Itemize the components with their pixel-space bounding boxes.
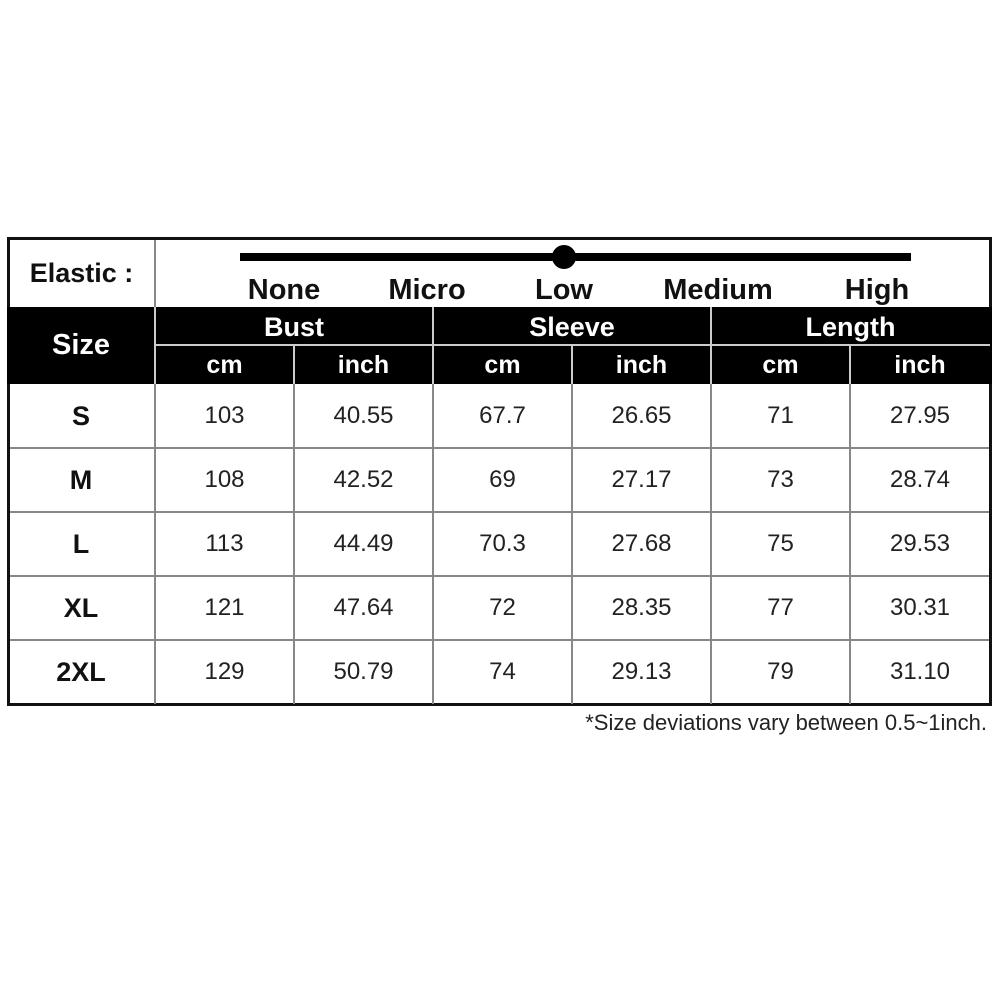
table-cell: 31.10 <box>889 658 951 685</box>
elastic-level-none: None <box>247 273 321 306</box>
table-cell: 69 <box>489 466 516 493</box>
table-cell: 27.17 <box>611 466 672 493</box>
table-cell: 28.35 <box>611 594 672 621</box>
elastic-level-medium: Medium <box>663 273 773 306</box>
table-cell: 108 <box>204 466 245 493</box>
header-size: Size <box>51 329 111 361</box>
divider <box>154 240 156 307</box>
header-length: Length <box>805 311 896 342</box>
divider <box>293 345 295 384</box>
divider <box>849 345 851 384</box>
column-divider <box>710 384 712 704</box>
row-divider <box>10 447 989 449</box>
table-cell: 26.65 <box>611 402 672 429</box>
table-row-size: 2XL <box>56 656 106 687</box>
table-cell: 67.7 <box>479 402 526 429</box>
header-unit: cm <box>484 351 521 379</box>
table-cell: 129 <box>204 658 245 685</box>
table-cell: 75 <box>767 530 794 557</box>
table-cell: 71 <box>767 402 794 429</box>
column-divider <box>293 384 295 704</box>
table-cell: 42.52 <box>333 466 394 493</box>
table-cell: 70.3 <box>479 530 526 557</box>
table-cell: 77 <box>767 594 794 621</box>
table-row-size: XL <box>63 592 99 623</box>
row-divider <box>10 511 989 513</box>
header-sleeve: Sleeve <box>529 311 615 342</box>
table-row-size: S <box>71 400 90 431</box>
table-cell: 47.64 <box>333 594 394 621</box>
table-cell: 30.31 <box>889 594 951 621</box>
elastic-level-high: High <box>844 273 910 306</box>
header-unit: inch <box>894 351 946 379</box>
elastic-label: Elastic : <box>29 258 134 288</box>
table-cell: 79 <box>767 658 794 685</box>
table-cell: 113 <box>205 530 244 557</box>
table-cell: 73 <box>767 466 794 493</box>
column-divider <box>432 384 434 704</box>
footnote: *Size deviations vary between 0.5~1inch. <box>585 710 987 735</box>
size-chart-table <box>7 237 992 706</box>
header-unit: cm <box>762 351 799 379</box>
header-unit: cm <box>206 351 243 379</box>
table-cell: 27.95 <box>889 402 951 429</box>
table-cell: 28.74 <box>889 466 951 493</box>
elastic-level-low: Low <box>535 273 593 306</box>
column-divider <box>154 384 156 704</box>
table-cell: 103 <box>204 402 245 429</box>
table-cell: 50.79 <box>333 658 394 685</box>
row-divider <box>10 575 989 577</box>
table-cell: 29.13 <box>611 658 672 685</box>
column-divider <box>849 384 851 704</box>
header-bust: Bust <box>264 311 324 342</box>
elastic-indicator-dot <box>552 245 576 269</box>
header-unit: inch <box>615 351 668 379</box>
table-row-size: L <box>72 528 90 559</box>
table-row-size: M <box>69 464 93 495</box>
header-unit: inch <box>337 351 390 379</box>
table-cell: 40.55 <box>333 402 394 429</box>
divider <box>571 345 573 384</box>
table-cell: 121 <box>204 594 245 621</box>
table-cell: 44.49 <box>333 530 394 557</box>
table-cell: 72 <box>489 594 516 621</box>
elastic-level-micro: Micro <box>388 273 466 306</box>
table-cell: 27.68 <box>611 530 672 557</box>
row-divider <box>10 639 989 641</box>
table-cell: 74 <box>489 658 516 685</box>
column-divider <box>571 384 573 704</box>
table-cell: 29.53 <box>889 530 951 557</box>
